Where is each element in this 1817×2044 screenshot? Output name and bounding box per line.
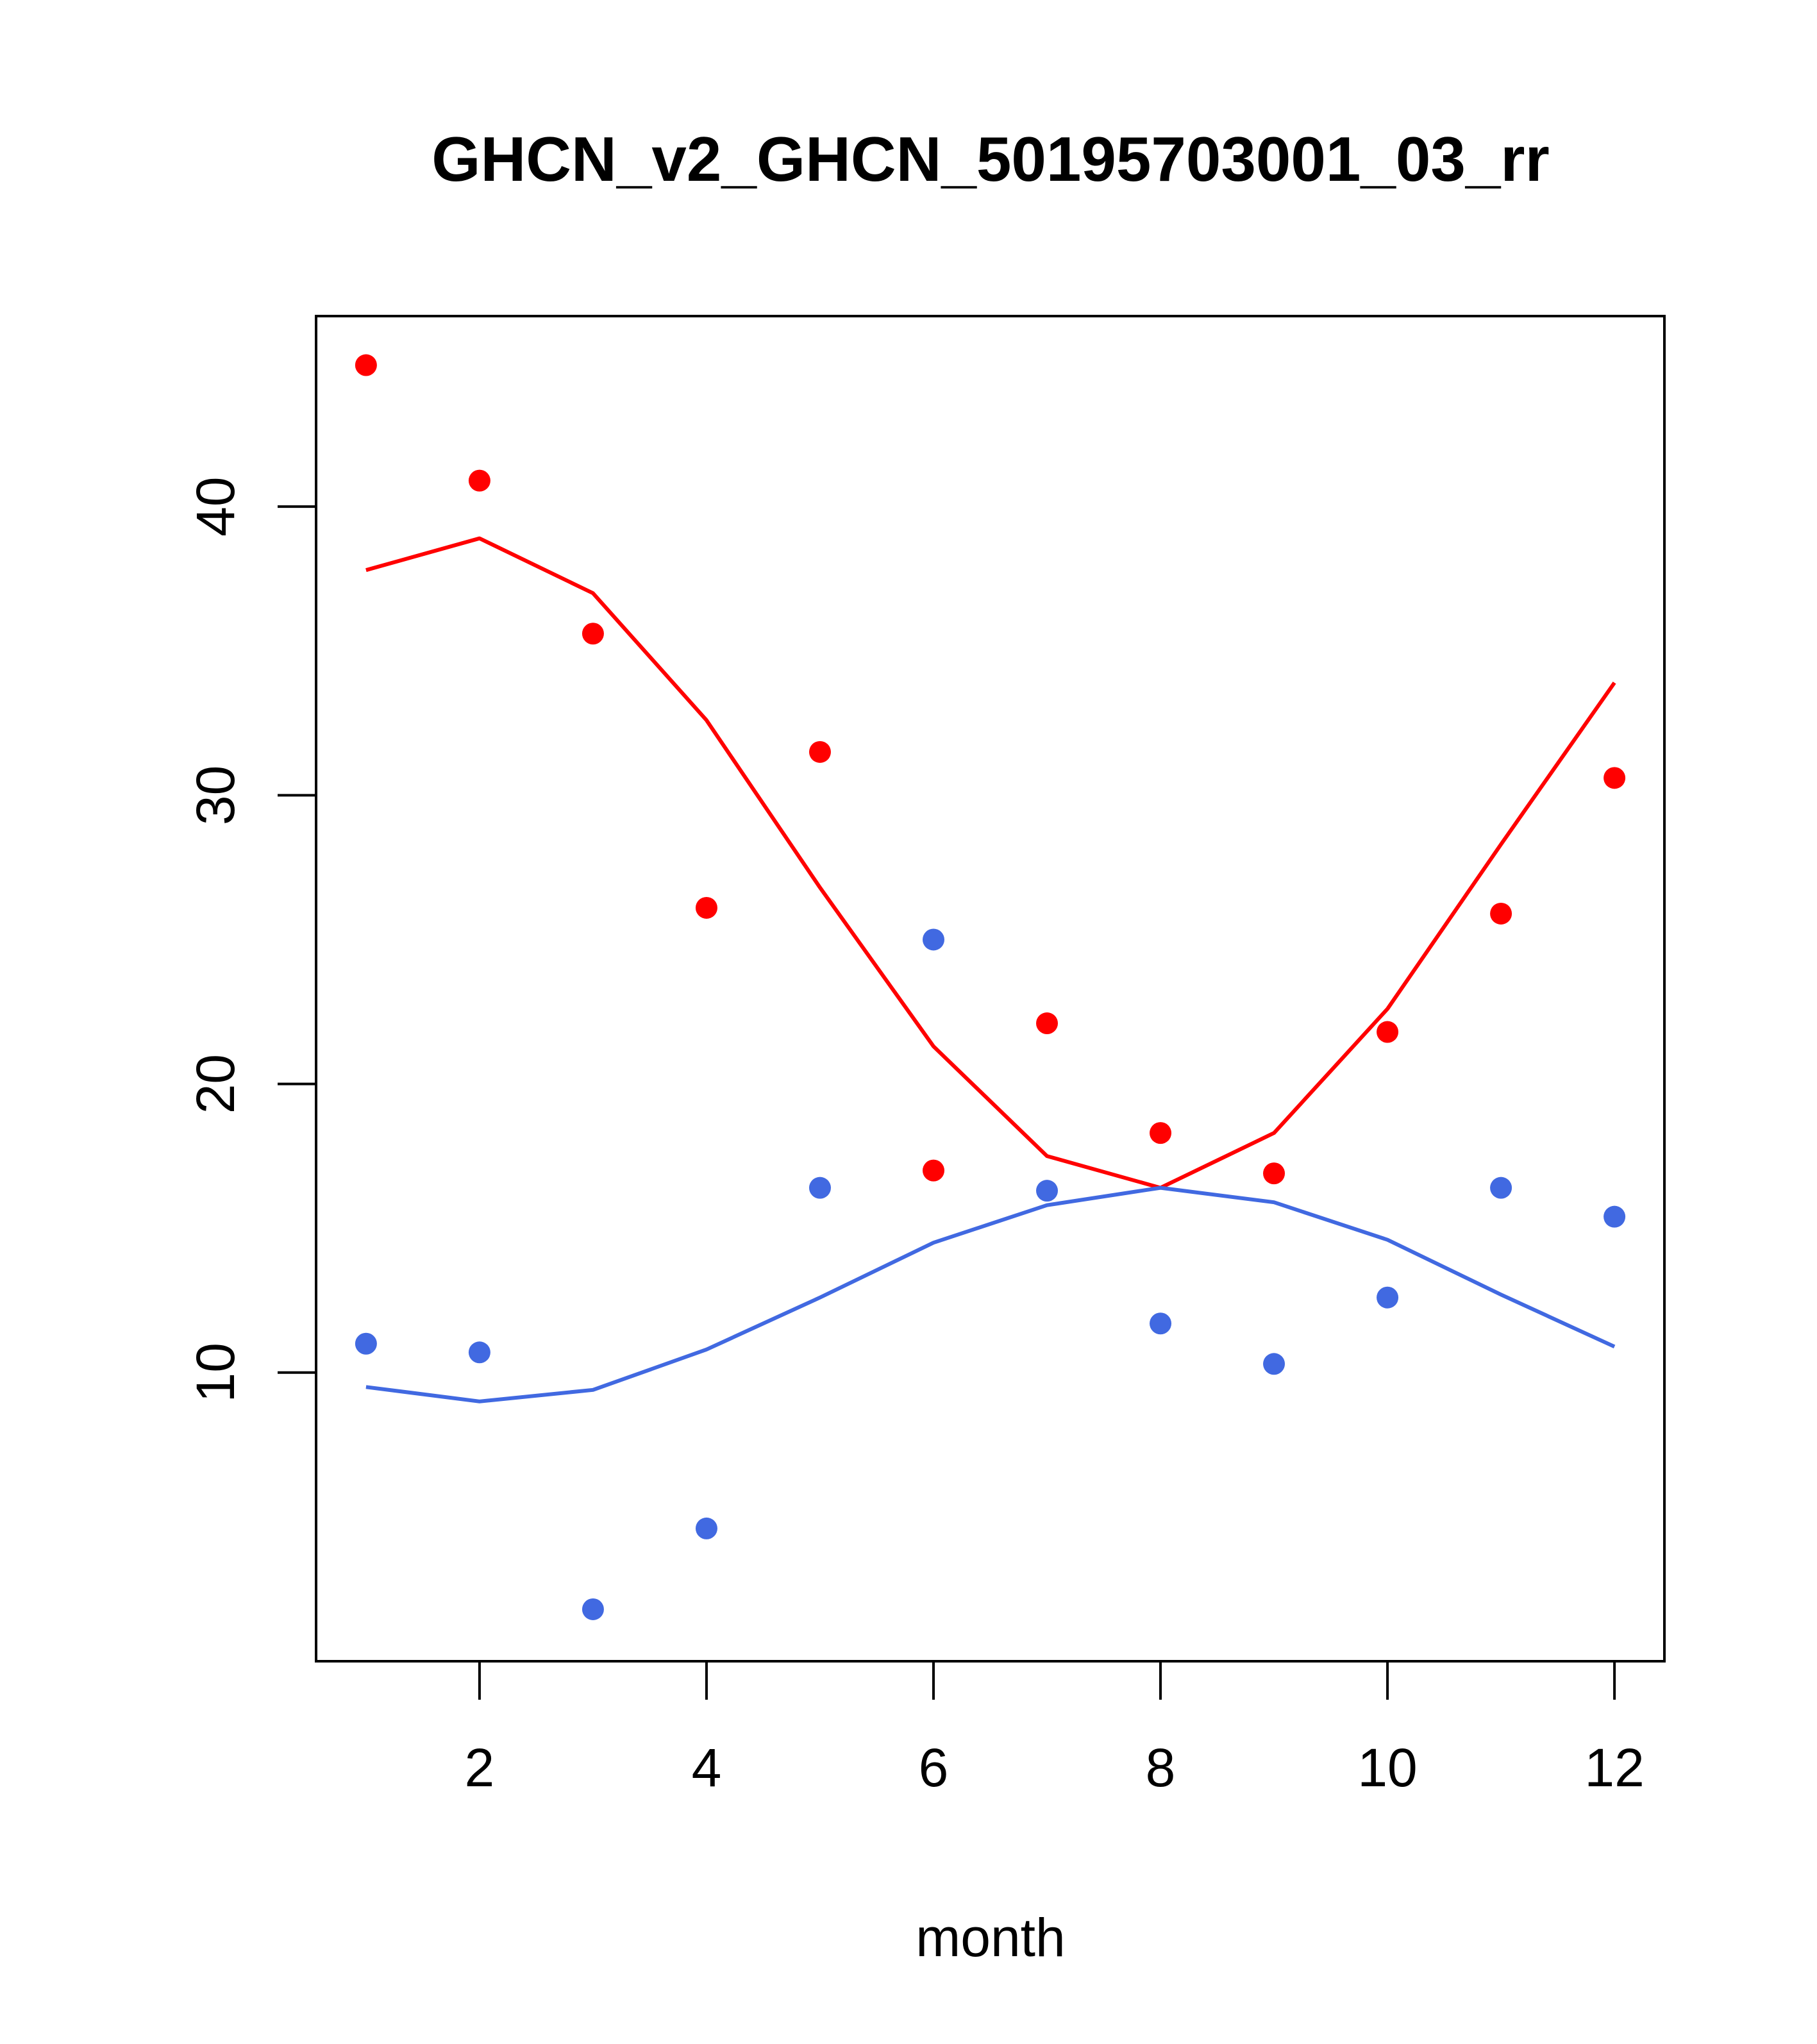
series-2-point (1490, 1177, 1512, 1199)
x-tick-label: 8 (1146, 1738, 1176, 1798)
chart-title: GHCN_v2_GHCN_50195703001_03_rr (431, 124, 1549, 194)
series-1-point (1603, 767, 1626, 789)
series-1-point (582, 623, 604, 645)
series-1 (355, 354, 1626, 1190)
x-tick-label: 6 (919, 1738, 949, 1798)
y-axis: 10 20 30 40 (185, 476, 317, 1403)
series-2-point (808, 1177, 831, 1199)
plot-frame (315, 315, 1666, 1663)
series-2-point (922, 928, 944, 951)
series-2-point (468, 1341, 490, 1364)
series-1-point (1150, 1122, 1172, 1144)
y-tick-label: 20 (185, 1054, 246, 1114)
series-2-point (582, 1598, 604, 1620)
series-1-point (468, 469, 490, 492)
series-1-point (1490, 902, 1512, 925)
x-axis: 2 4 6 8 10 12 (465, 1660, 1645, 1798)
series-1-point (808, 741, 831, 763)
series-2-point (1263, 1353, 1285, 1375)
series-2-point (695, 1517, 717, 1539)
series-2-point (1377, 1286, 1399, 1309)
x-tick-label: 10 (1357, 1738, 1417, 1798)
series-2 (355, 928, 1626, 1620)
series-1-point (355, 354, 377, 376)
y-tick-label: 40 (185, 476, 246, 536)
series-layer (355, 354, 1626, 1620)
series-2-point (1150, 1312, 1172, 1335)
series-1-line (365, 536, 1616, 1190)
y-tick-label: 30 (185, 766, 246, 825)
y-tick-label: 10 (185, 1343, 246, 1402)
x-axis-label: month (916, 1907, 1065, 1968)
series-1-point (1377, 1021, 1399, 1043)
series-2-line (365, 1185, 1616, 1403)
series-1-point (1263, 1162, 1285, 1185)
series-1-point (695, 896, 717, 919)
series-2-point (1036, 1180, 1059, 1202)
series-2-point (1603, 1205, 1626, 1228)
series-2-point (355, 1332, 377, 1355)
x-tick-label: 12 (1584, 1738, 1644, 1798)
x-tick-label: 4 (692, 1738, 722, 1798)
series-1-point (922, 1159, 944, 1182)
x-tick-label: 2 (465, 1738, 495, 1798)
series-1-point (1036, 1012, 1059, 1035)
